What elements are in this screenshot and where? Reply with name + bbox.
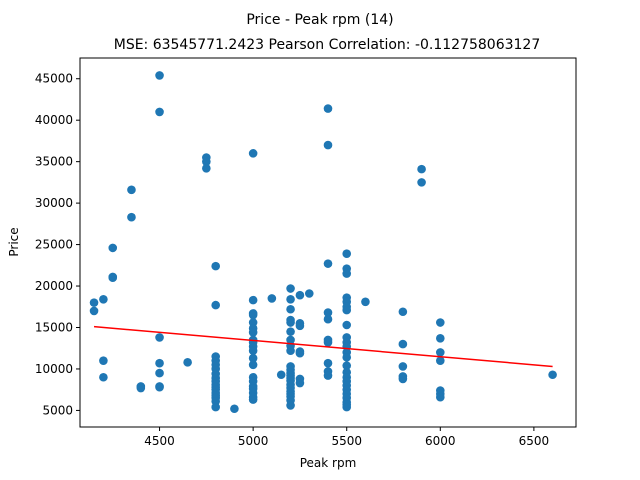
data-point (230, 404, 239, 414)
data-point (211, 402, 220, 412)
data-point (248, 346, 258, 356)
data-point (436, 333, 445, 343)
data-point (417, 164, 426, 174)
data-point (436, 348, 445, 357)
data-point (323, 140, 333, 150)
data-point (211, 261, 220, 271)
data-point (295, 321, 305, 331)
data-point (248, 395, 258, 404)
x-tick-label: 6500 (519, 434, 550, 448)
y-axis-label: Price (7, 227, 21, 256)
y-tick-label: 35000 (35, 155, 73, 169)
data-point (136, 383, 146, 393)
chart-title: Price - Peak rpm (14) (246, 12, 393, 28)
regression-line-group (93, 325, 553, 368)
data-point (286, 327, 295, 336)
data-point (295, 378, 305, 388)
regression-line (93, 325, 553, 368)
data-point (323, 314, 333, 324)
y-tick-label: 15000 (35, 320, 73, 334)
data-point (417, 178, 426, 187)
data-point (304, 289, 314, 298)
x-tick-label: 4500 (144, 434, 175, 448)
data-point (155, 107, 164, 117)
data-point (202, 163, 211, 173)
data-point (99, 295, 108, 304)
data-point (89, 306, 99, 316)
data-point (548, 370, 557, 380)
scatter-points (89, 71, 557, 414)
data-point (361, 297, 370, 307)
data-point (436, 318, 445, 327)
data-point (295, 290, 305, 300)
data-point (286, 346, 295, 356)
data-point (267, 294, 277, 303)
data-point (286, 304, 295, 314)
data-point (342, 402, 352, 412)
data-point (89, 298, 99, 307)
x-tick-label: 6000 (425, 434, 456, 448)
data-point (436, 392, 445, 402)
y-tick-label: 20000 (35, 279, 73, 293)
x-tick-label: 5000 (238, 434, 269, 448)
data-point (127, 212, 136, 222)
x-axis-label: Peak rpm (300, 456, 357, 470)
y-axis-ticks: 5000 10000 15000 20000 25000 30000 35000 40000 4… (35, 72, 80, 417)
data-point (323, 338, 333, 347)
data-point (398, 339, 408, 349)
data-point (127, 185, 136, 195)
x-tick-label: 5500 (331, 434, 362, 448)
data-point (211, 300, 220, 310)
y-tick-label: 40000 (35, 113, 73, 127)
data-point (248, 310, 258, 320)
data-point (155, 368, 164, 378)
data-point (342, 361, 352, 370)
data-point (398, 362, 408, 371)
data-point (248, 353, 258, 363)
data-point (248, 149, 258, 158)
data-point (286, 284, 295, 293)
data-point (342, 305, 352, 315)
plot-area-frame (79, 57, 577, 428)
data-point (99, 372, 108, 382)
data-point (342, 353, 352, 362)
data-point (183, 358, 192, 367)
data-point (398, 374, 408, 384)
data-point (248, 328, 258, 337)
data-point (286, 295, 295, 304)
x-axis-ticks: 4500 5000 5500 6000 6500 (144, 427, 549, 448)
data-point (342, 249, 352, 258)
data-point (342, 320, 352, 330)
chart-subtitle: MSE: 63545771.2423 Pearson Correlation: … (114, 37, 541, 53)
data-point (155, 382, 164, 392)
data-point (276, 370, 286, 380)
data-point (155, 71, 164, 80)
data-point (248, 360, 258, 370)
data-point (108, 243, 118, 253)
data-point (286, 318, 295, 327)
data-point (342, 269, 352, 278)
data-point (323, 104, 333, 113)
y-tick-label: 10000 (35, 362, 73, 376)
data-point (155, 333, 164, 342)
data-point (398, 307, 408, 317)
data-point (436, 356, 445, 365)
data-point (323, 308, 333, 317)
data-point (286, 401, 295, 410)
y-tick-label: 5000 (42, 403, 73, 417)
y-tick-label: 25000 (35, 238, 73, 252)
data-point (155, 358, 164, 368)
data-point (248, 295, 258, 305)
data-point (323, 259, 333, 268)
data-point (202, 157, 211, 166)
data-point (295, 348, 305, 358)
data-point (323, 358, 333, 368)
data-point (108, 273, 118, 283)
y-tick-label: 45000 (35, 72, 73, 86)
data-point (99, 356, 108, 365)
y-tick-label: 30000 (35, 196, 73, 210)
data-point (323, 371, 333, 380)
